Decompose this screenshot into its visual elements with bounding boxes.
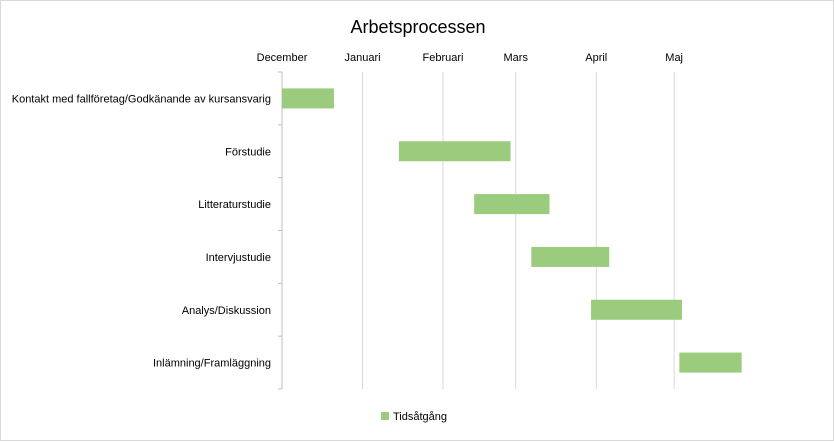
legend-label: Tidsåtgång: [393, 411, 447, 423]
task-bar: [591, 299, 682, 320]
month-tick-label: Februari: [423, 52, 464, 64]
legend: Tidsåtgång: [381, 411, 447, 423]
task-bar: [282, 88, 334, 109]
chart-title: Arbetsprocessen: [350, 17, 485, 37]
task-bars: [282, 88, 742, 373]
month-tick-label: April: [585, 52, 607, 64]
category-label: Förstudie: [225, 146, 271, 158]
category-label: Intervjustudie: [206, 252, 271, 264]
month-axis: December Januari Februari Mars April Maj: [257, 52, 683, 64]
gridlines: [362, 72, 675, 389]
month-tick-label: Januari: [344, 52, 380, 64]
month-tick-label: Maj: [665, 52, 683, 64]
legend-swatch: [381, 412, 389, 420]
task-bar: [679, 352, 742, 373]
category-label: Inlämning/Framläggning: [153, 358, 271, 370]
category-labels: Kontakt med fallföretag/Godkänande av ku…: [12, 93, 271, 369]
task-bar: [531, 246, 610, 267]
month-tick-label: December: [257, 52, 308, 64]
month-tick-label: Mars: [504, 52, 529, 64]
task-bar: [474, 194, 550, 215]
task-bar: [398, 141, 511, 162]
category-label: Analys/Diskussion: [182, 305, 271, 317]
category-label: Kontakt med fallföretag/Godkänande av ku…: [12, 93, 271, 105]
category-axis: [278, 71, 283, 390]
category-label: Litteraturstudie: [198, 199, 271, 211]
